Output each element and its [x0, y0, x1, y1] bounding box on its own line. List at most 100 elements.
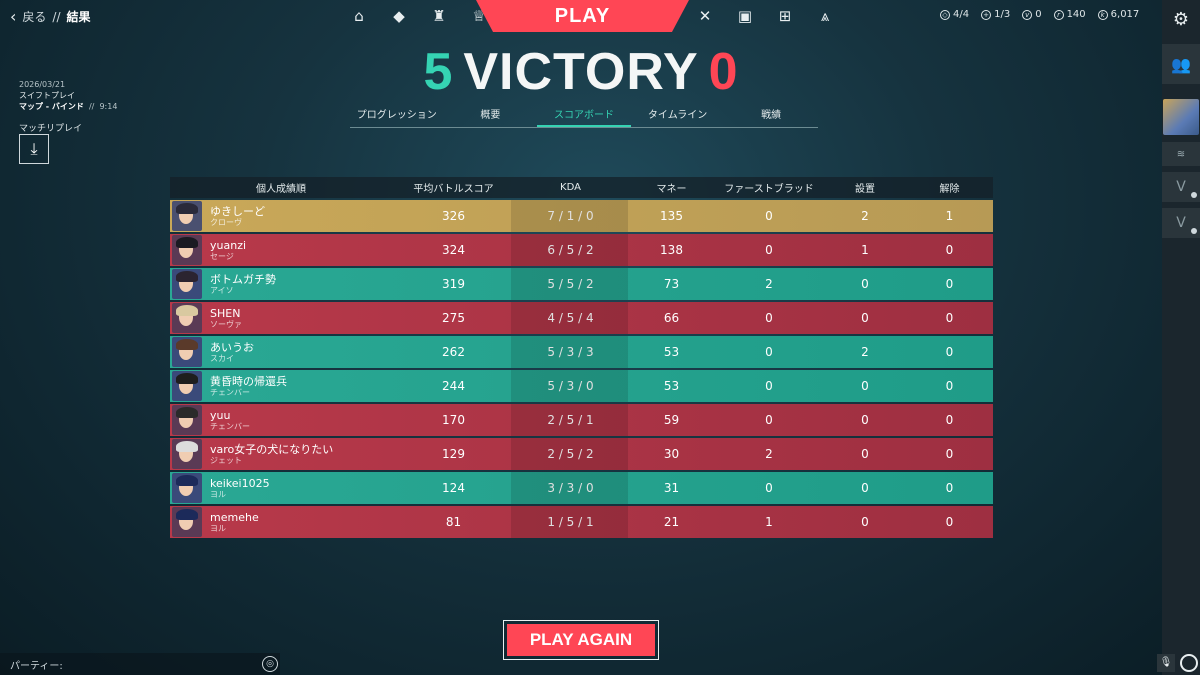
party-settings-icon[interactable]: ◎ — [262, 656, 278, 672]
agent-hair — [176, 509, 198, 520]
table-row[interactable]: keikei1025 ヨル 124 3 / 3 / 0 31 0 0 0 — [170, 472, 993, 504]
status-ring-icon[interactable] — [1180, 654, 1198, 672]
header-player[interactable]: 個人成績順 — [256, 184, 306, 195]
agent-portrait — [172, 507, 202, 537]
header-money[interactable]: マネー — [656, 184, 687, 195]
tab-0[interactable]: プログレッション — [356, 110, 437, 121]
agent-portrait — [172, 303, 202, 333]
first-blood-cell: 0 — [765, 379, 773, 393]
tab-4[interactable]: 戦績 — [761, 110, 782, 121]
plants-cell: 0 — [861, 277, 869, 291]
slots-icon: ◇ — [940, 9, 950, 20]
download-replay-button[interactable]: ⤓ — [19, 134, 49, 164]
agent-portrait — [172, 269, 202, 299]
vp-icon: v — [1022, 9, 1033, 20]
friends-icon[interactable]: 👥 — [1162, 44, 1200, 84]
stat-band — [511, 234, 628, 266]
match-result-title: 5 VICTORY 0 — [0, 42, 1162, 102]
table-row[interactable]: yuu チェンバー 170 2 / 5 / 1 59 0 0 0 — [170, 404, 993, 436]
tab-1[interactable]: 概要 — [480, 110, 501, 121]
home-icon[interactable]: ⌂ — [354, 7, 364, 25]
enemy-score: 0 — [708, 43, 739, 101]
outcome-label: VICTORY — [463, 43, 699, 101]
header-first-blood[interactable]: ファーストブラッド — [724, 184, 814, 195]
money-cell: 135 — [660, 209, 683, 223]
defuses-cell: 0 — [945, 413, 954, 427]
match-map: マップ - バインド — [19, 102, 84, 111]
result-tabs: プログレッション 概要 スコアボード タイムライン 戦績 — [350, 106, 818, 128]
back-button[interactable]: ‹ 戻る // 結果 — [10, 7, 91, 26]
defuses-cell: 0 — [945, 447, 954, 461]
player-info: あいうお スカイ — [202, 341, 395, 363]
agent-portrait — [172, 235, 202, 265]
friend-slot-2[interactable]: V — [1162, 208, 1200, 238]
agent-hair — [176, 305, 198, 316]
table-row[interactable]: ボトムガチ勢 アイソ 319 5 / 5 / 2 73 2 0 0 — [170, 268, 993, 300]
money-cell: 30 — [663, 447, 680, 461]
player-info: 黄昏時の帰還兵 チェンバー — [202, 375, 395, 397]
agent-hair — [176, 339, 198, 350]
status-dot — [1191, 228, 1197, 234]
party-label: パーティー: — [10, 661, 63, 672]
kda-cell: 5 / 3 / 0 — [547, 379, 594, 393]
microphone-icon[interactable]: 🎙 — [1157, 654, 1175, 672]
play-again-button[interactable]: PLAY AGAIN — [503, 620, 659, 660]
battlepass-icon[interactable]: ◆ — [393, 7, 405, 25]
agent-name: ヨル — [210, 524, 226, 533]
table-row[interactable]: varo女子の犬になりたい ジェット 129 2 / 5 / 2 30 2 0 0 — [170, 438, 993, 470]
table-row[interactable]: SHEN ソーヴァ 275 4 / 5 / 4 66 0 0 0 — [170, 302, 993, 334]
gear-icon[interactable]: ⚙ — [1172, 8, 1190, 30]
header-defuses[interactable]: 解除 — [939, 184, 960, 195]
agent-hair — [176, 271, 198, 282]
friend-slot-1[interactable]: V — [1162, 172, 1200, 202]
kda-cell: 5 / 3 / 3 — [547, 345, 594, 359]
table-row[interactable]: memehe ヨル 81 1 / 5 / 1 21 1 0 0 — [170, 506, 993, 538]
radianite-counter[interactable]: r 140 — [1053, 9, 1086, 20]
status-dot — [1191, 192, 1197, 198]
kda-cell: 2 / 5 / 1 — [547, 413, 594, 427]
player-name: あいうお — [210, 341, 254, 354]
table-row[interactable]: yuanzi セージ 324 6 / 5 / 2 138 0 1 0 — [170, 234, 993, 266]
money-cell: 53 — [663, 345, 680, 359]
table-row[interactable]: ゆきしーど クローヴ 326 7 / 1 / 0 135 0 2 1 — [170, 200, 993, 232]
tab-3[interactable]: タイムライン — [647, 110, 708, 121]
stat-band — [511, 302, 628, 334]
friend-avatar[interactable] — [1162, 98, 1200, 136]
agent-portrait — [172, 371, 202, 401]
play-button[interactable]: PLAY — [476, 0, 689, 32]
agent-portrait — [172, 473, 202, 503]
agent-name: スカイ — [210, 354, 234, 363]
stat-band — [511, 268, 628, 300]
table-row[interactable]: 黄昏時の帰還兵 チェンバー 244 5 / 3 / 0 53 0 0 0 — [170, 370, 993, 402]
career-icon[interactable]: ♜ — [432, 7, 446, 25]
agent-portrait — [172, 201, 202, 231]
agent-name: クローヴ — [210, 218, 242, 227]
player-name: SHEN — [210, 307, 241, 320]
player-info: varo女子の犬になりたい ジェット — [202, 443, 395, 465]
agents-icon[interactable]: ✕ — [698, 7, 712, 25]
table-row[interactable]: あいうお スカイ 262 5 / 3 / 3 53 0 2 0 — [170, 336, 993, 368]
chevron-left-icon: ‹ — [10, 7, 17, 26]
money-cell: 31 — [663, 481, 680, 495]
acs-cell: 275 — [442, 311, 465, 325]
header-plants[interactable]: 設置 — [855, 184, 875, 195]
first-blood-cell: 1 — [765, 515, 773, 529]
top-bar: ‹ 戻る // 結果 ⌂ ◆ ♜ ♕ PLAY ✕ ▣ ⊞ ⩓ ◇ 4/4 +1/… — [0, 0, 1162, 34]
kingdom-credits-counter[interactable]: k 6,017 — [1097, 9, 1139, 20]
rank-icon[interactable]: ⩓ — [820, 7, 830, 25]
nav-left: ⌂ ◆ ♜ ♕ — [350, 6, 488, 26]
header-acs[interactable]: 平均バトルスコア — [413, 184, 494, 195]
stat-band — [511, 200, 628, 232]
tab-2[interactable]: スコアボード — [537, 106, 631, 127]
defuses-cell: 1 — [945, 209, 954, 223]
party-bar[interactable]: パーティー: — [0, 653, 280, 675]
collection-icon[interactable]: ▣ — [737, 7, 753, 25]
agent-hair — [176, 237, 198, 248]
back-label: 戻る — [22, 10, 47, 24]
match-info-separator: // — [88, 102, 95, 111]
header-kda[interactable]: KDA — [560, 182, 581, 193]
first-blood-cell: 2 — [765, 277, 773, 291]
store-icon[interactable]: ⊞ — [778, 7, 792, 25]
